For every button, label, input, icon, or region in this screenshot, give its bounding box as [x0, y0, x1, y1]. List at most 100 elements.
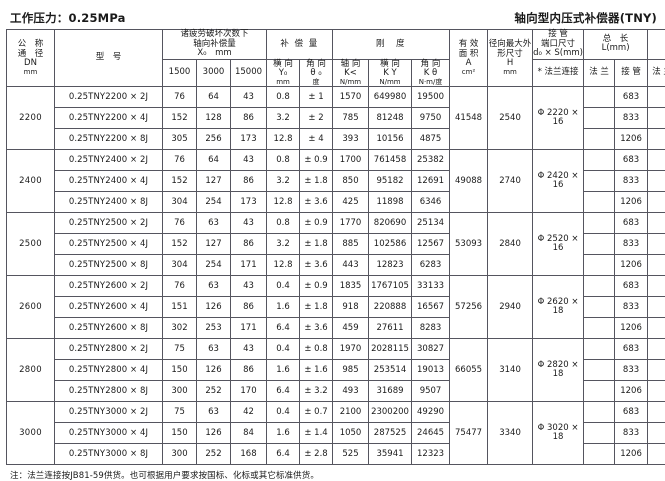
header-stiff-lateral-unit: N/mm [369, 79, 411, 87]
fatigue-1500-cell: 76 [163, 150, 197, 171]
header-stiff-angular: 角 向 K θ N·m/度 [412, 59, 450, 87]
comp-angular-cell: ± 3.6 [300, 192, 333, 213]
length-flange-cell [584, 423, 615, 444]
dn-group-cell: 2800 [7, 339, 55, 402]
weight-flange-cell [648, 213, 665, 234]
stiff-lateral-cell: 10156 [369, 129, 412, 150]
fatigue-1500-cell: 76 [163, 213, 197, 234]
weight-flange-cell [648, 339, 665, 360]
fatigue-3000-cell: 127 [197, 171, 231, 192]
fatigue-15000-cell: 43 [231, 150, 267, 171]
fatigue-1500-cell: 150 [163, 423, 197, 444]
fatigue-15000-cell: 170 [231, 381, 267, 402]
stiff-angular-cell: 33133 [412, 276, 450, 297]
length-flange-cell [584, 276, 615, 297]
length-pipe-cell: 683 [615, 87, 648, 108]
stiff-lateral-cell: 102586 [369, 234, 412, 255]
weight-flange-cell [648, 444, 665, 465]
stiff-lateral-cell: 35941 [369, 444, 412, 465]
fatigue-1500-cell: 76 [163, 276, 197, 297]
footnote: 注：法兰连接按JB81-59供货。也可根据用户要求按国标、化标或其它标准供货。 [6, 465, 659, 481]
fatigue-1500-cell: 75 [163, 402, 197, 423]
model-cell: 0.25TNY2200 × 8J [55, 129, 163, 150]
length-pipe-cell: 1206 [615, 318, 648, 339]
comp-lateral-cell: 12.8 [267, 129, 300, 150]
comp-angular-cell: ± 1.8 [300, 297, 333, 318]
length-pipe-cell: 833 [615, 108, 648, 129]
comp-angular-cell: ± 3.2 [300, 381, 333, 402]
model-cell: 0.25TNY3000 × 2J [55, 402, 163, 423]
header-comp-angular: 角 向 θ ₀ 度 [300, 59, 333, 87]
fatigue-15000-cell: 86 [231, 234, 267, 255]
header-comp-angular-unit: 度 [300, 79, 332, 87]
length-flange-cell [584, 87, 615, 108]
header-pipe-end-note: * 法兰连接 [533, 59, 584, 87]
fatigue-3000-cell: 63 [197, 339, 231, 360]
fatigue-3000-cell: 254 [197, 255, 231, 276]
pipe-end-size-cell: Φ 3020 × 18 [533, 402, 584, 465]
length-flange-cell [584, 360, 615, 381]
length-flange-cell [584, 192, 615, 213]
comp-lateral-cell: 1.6 [267, 297, 300, 318]
header-compensation: 补 偿 量 [267, 30, 333, 60]
stiff-axial-cell: 1835 [333, 276, 369, 297]
length-pipe-cell: 683 [615, 339, 648, 360]
fatigue-15000-cell: 173 [231, 192, 267, 213]
fatigue-1500-cell: 152 [163, 171, 197, 192]
model-cell: 0.25TNY2500 × 8J [55, 255, 163, 276]
stiff-angular-cell: 6346 [412, 192, 450, 213]
header-fatigue-15000: 15000 [231, 59, 267, 87]
model-cell: 0.25TNY2600 × 4J [55, 297, 163, 318]
dn-group-cell: 2500 [7, 213, 55, 276]
header-weight-flange: 法 兰 [648, 59, 665, 87]
stiff-angular-cell: 12323 [412, 444, 450, 465]
header-length: 总 长 L(mm) [584, 30, 648, 60]
stiff-axial-cell: 1970 [333, 339, 369, 360]
fatigue-3000-cell: 252 [197, 381, 231, 402]
stiff-axial-cell: 785 [333, 108, 369, 129]
stiff-lateral-cell: 1767105 [369, 276, 412, 297]
comp-lateral-cell: 6.4 [267, 444, 300, 465]
comp-lateral-cell: 1.6 [267, 423, 300, 444]
header-length-flange: 法 兰 [584, 59, 615, 87]
stiff-angular-cell: 30827 [412, 339, 450, 360]
comp-angular-cell: ± 1.8 [300, 171, 333, 192]
stiff-axial-cell: 918 [333, 297, 369, 318]
fatigue-1500-cell: 300 [163, 444, 197, 465]
weight-flange-cell [648, 276, 665, 297]
caption-row: 工作压力：0.25MPa 轴向型内压式补偿器(TNY) [6, 6, 659, 28]
stiff-angular-cell: 49290 [412, 402, 450, 423]
fatigue-15000-cell: 86 [231, 360, 267, 381]
fatigue-15000-cell: 173 [231, 129, 267, 150]
comp-lateral-cell: 3.2 [267, 234, 300, 255]
length-flange-cell [584, 444, 615, 465]
header-fatigue-1500: 1500 [163, 59, 197, 87]
comp-angular-cell: ± 1.8 [300, 234, 333, 255]
header-dn-unit: mm [7, 69, 54, 77]
stiff-axial-cell: 493 [333, 381, 369, 402]
stiff-angular-cell: 4875 [412, 129, 450, 150]
length-flange-cell [584, 339, 615, 360]
header-weight-title: 总 · 重 [648, 35, 665, 45]
length-pipe-cell: 683 [615, 276, 648, 297]
model-cell: 0.25TNY2500 × 2J [55, 213, 163, 234]
weight-flange-cell [648, 234, 665, 255]
pipe-end-size-cell: Φ 2420 × 16 [533, 150, 584, 213]
pipe-end-size-cell: Φ 2520 × 16 [533, 213, 584, 276]
stiff-angular-cell: 12691 [412, 171, 450, 192]
length-pipe-cell: 1206 [615, 381, 648, 402]
fatigue-15000-cell: 43 [231, 87, 267, 108]
model-cell: 0.25TNY2800 × 8J [55, 381, 163, 402]
stiff-lateral-cell: 253514 [369, 360, 412, 381]
fatigue-15000-cell: 84 [231, 423, 267, 444]
weight-flange-cell [648, 360, 665, 381]
stiff-lateral-cell: 649980 [369, 87, 412, 108]
specification-table: 公 称 通 径 DN mm 型 号 诸疲劳破坏次数下 轴向补偿量 X₀ mm 补… [6, 29, 665, 465]
radial-size-cell: 3340 [488, 402, 533, 465]
effective-area-cell: 49088 [450, 150, 488, 213]
comp-lateral-cell: 0.8 [267, 150, 300, 171]
stiff-axial-cell: 425 [333, 192, 369, 213]
stiff-lateral-cell: 95182 [369, 171, 412, 192]
fatigue-3000-cell: 127 [197, 234, 231, 255]
